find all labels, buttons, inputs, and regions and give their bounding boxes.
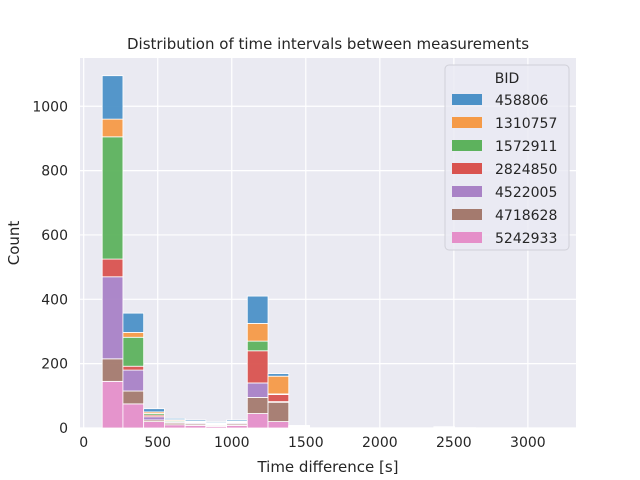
bar-segment-4522005 [101, 276, 124, 360]
bar-segment-5242933 [163, 424, 186, 429]
bar-segment-1572911 [246, 340, 269, 352]
bar-segment-1310757 [246, 323, 269, 342]
legend-frame [444, 64, 570, 251]
y-tick-label: 400 [41, 292, 68, 308]
bar-segment-4718628 [122, 390, 145, 405]
legend-label: 4718628 [495, 208, 557, 224]
x-tick-label: 3000 [510, 435, 546, 451]
y-tick-label: 600 [41, 228, 68, 244]
bar-segment-458806 [246, 295, 269, 324]
legend-swatch-1310757 [452, 117, 482, 128]
bar-segment-5242933 [122, 403, 145, 429]
y-axis-ticks: 0 200 400 600 800 1000 [32, 99, 68, 437]
bar-segment-2824850 [101, 258, 124, 278]
legend-label: 458806 [495, 93, 549, 109]
x-tick-label: 1000 [214, 435, 250, 451]
y-tick-label: 200 [41, 357, 68, 373]
bar-segment-1572911 [101, 136, 124, 260]
legend-swatch-458806 [452, 94, 482, 105]
bar-segment-458806 [205, 421, 227, 424]
bar-segment-2824850 [122, 365, 145, 371]
y-tick-label: 0 [59, 421, 68, 437]
legend-title: BID [495, 71, 520, 87]
bar-segment-1310757 [267, 375, 290, 395]
x-tick-label: 500 [144, 435, 171, 451]
bar-segment-1572911 [122, 336, 145, 367]
bar-segment-5242933 [143, 421, 165, 429]
bar-segment-4718628 [246, 397, 269, 414]
bar-segment-1310757 [101, 118, 124, 138]
legend-swatch-5242933 [452, 232, 482, 243]
bar-segment-1310757 [122, 332, 145, 338]
legend-label: 1572911 [495, 139, 557, 155]
legend-label: 2824850 [495, 162, 557, 178]
legend-label: 5242933 [495, 231, 557, 247]
legend-label: 4522005 [495, 185, 557, 201]
legend: BID 458806 1310757 1572911 2824850 4522005 47… [444, 64, 570, 251]
y-tick-label: 800 [41, 164, 68, 180]
chart-title: Distribution of time intervals between m… [127, 35, 529, 53]
x-axis-label: Time difference [s] [256, 458, 398, 476]
bar-segment-458806 [163, 417, 186, 421]
legend-label: 1310757 [495, 116, 557, 132]
bar-segment-5242933 [101, 380, 124, 429]
bar-segment-458806 [101, 75, 124, 120]
bar-segment-458806 [122, 312, 145, 333]
bar-segment-5242933 [246, 413, 269, 429]
x-tick-label: 2500 [436, 435, 472, 451]
bar-segment-4718628 [267, 401, 290, 422]
bar-segment-458806 [267, 373, 290, 377]
legend-items: 458806 1310757 1572911 2824850 4522005 471862… [452, 93, 557, 247]
legend-swatch-4718628 [452, 209, 482, 220]
bar-segment-5242933 [267, 421, 290, 429]
bar-segment-4522005 [246, 382, 269, 398]
y-axis-label: Count [5, 221, 23, 266]
legend-swatch-2824850 [452, 163, 482, 174]
y-tick-label: 1000 [32, 99, 68, 115]
bar-segment-4718628 [101, 358, 124, 382]
bar-segment-458806 [226, 419, 248, 422]
bar-segment-2824850 [246, 350, 269, 384]
x-axis-ticks: 0 500 1000 1500 2000 2500 3000 [79, 435, 545, 451]
x-tick-label: 2000 [362, 435, 398, 451]
bar-segment-2824850 [267, 394, 290, 403]
x-tick-label: 0 [79, 435, 88, 451]
legend-swatch-1572911 [452, 140, 482, 151]
bars [101, 75, 476, 429]
bar-segment-458806 [184, 419, 207, 422]
bar-segment-4522005 [143, 416, 165, 421]
legend-swatch-4522005 [452, 186, 482, 197]
x-tick-label: 1500 [288, 435, 324, 451]
bar-segment-458806 [143, 408, 165, 413]
bar-segment-4522005 [122, 369, 145, 392]
